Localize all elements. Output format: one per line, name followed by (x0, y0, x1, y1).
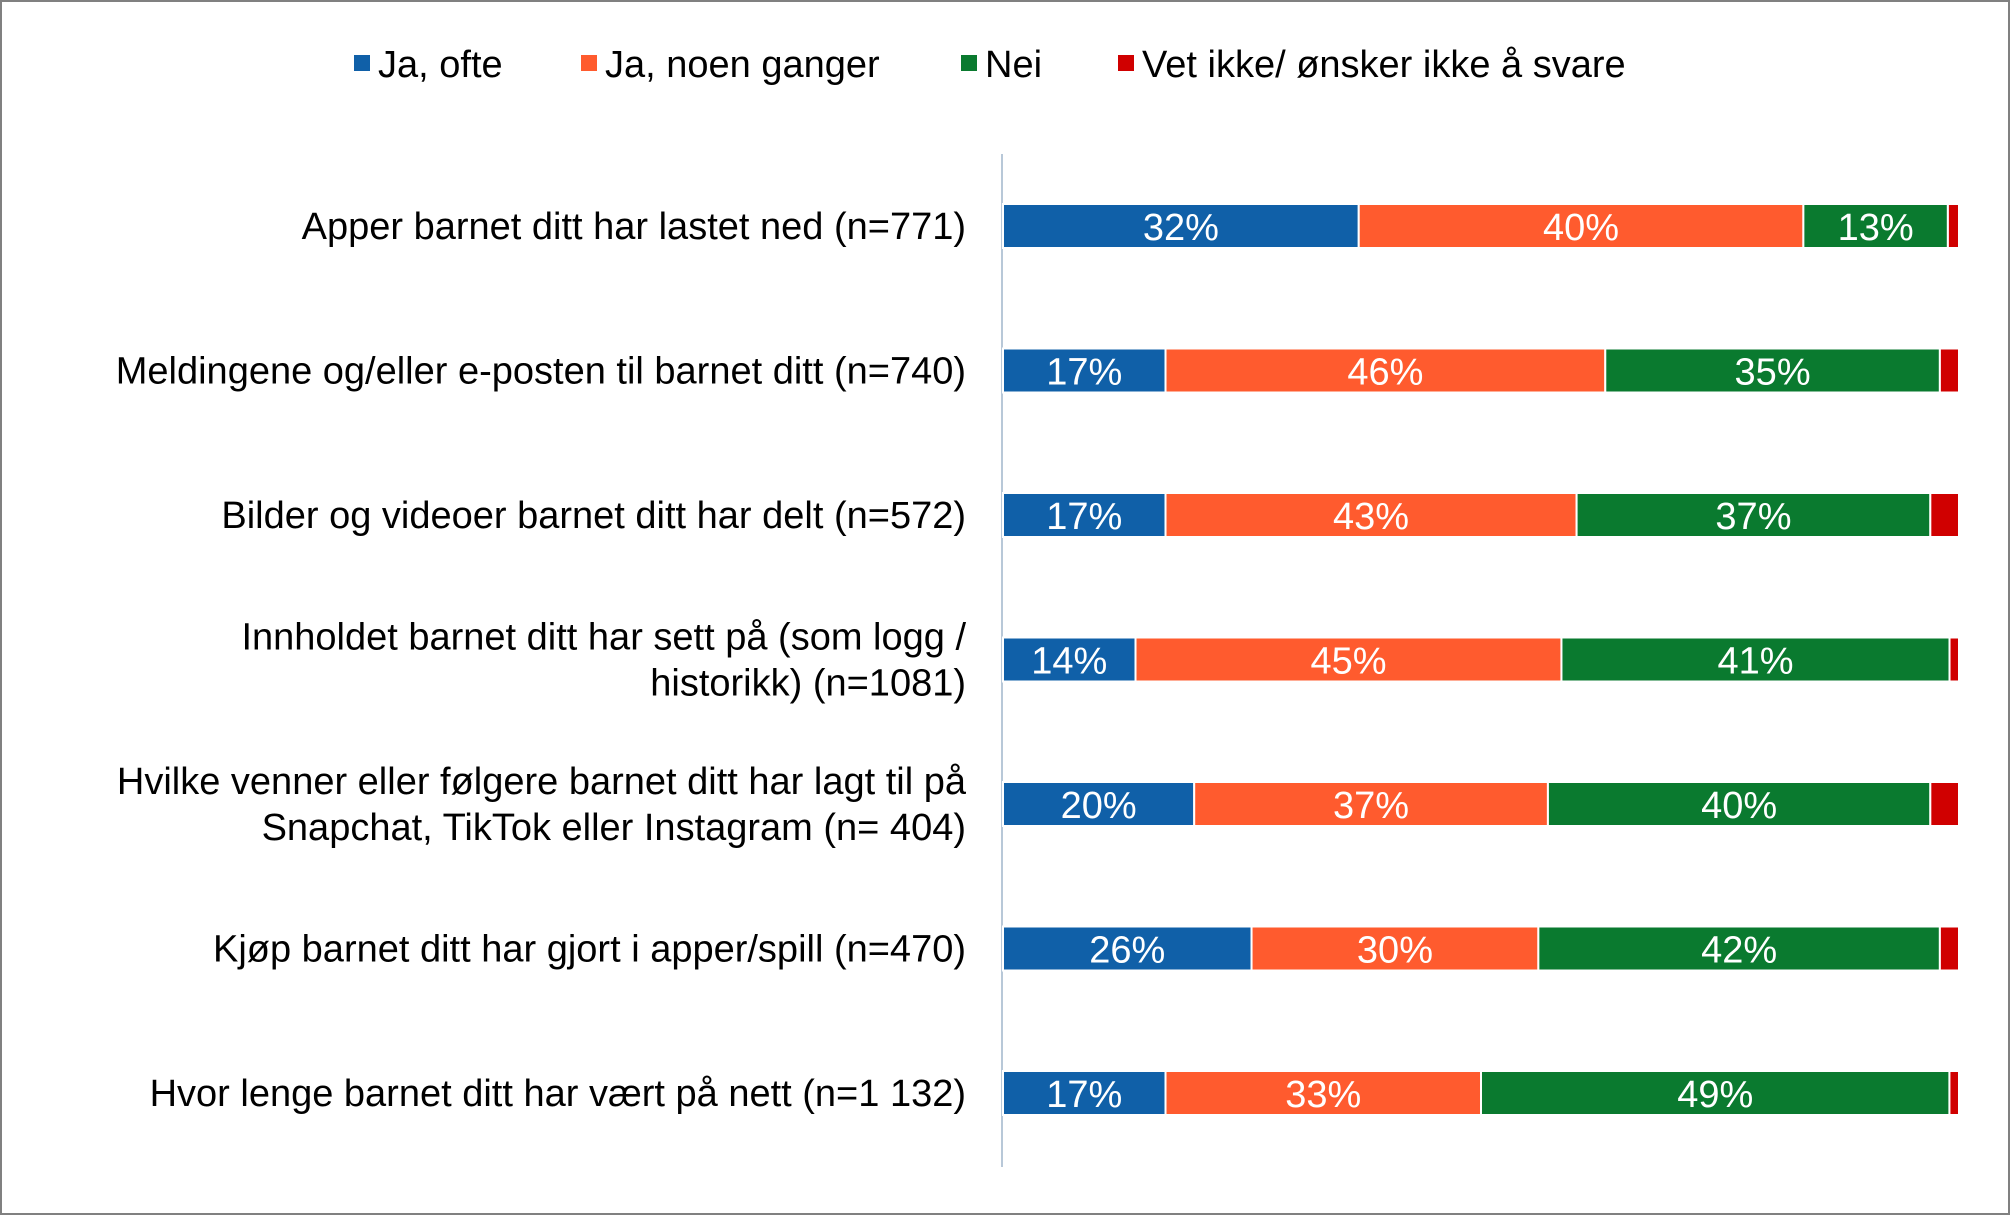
category-label-4-line-0: Hvilke venner eller følgere barnet ditt … (117, 761, 967, 803)
data-label-4-1: 37% (1333, 785, 1409, 827)
data-label-6-1: 33% (1285, 1074, 1361, 1116)
bar-segment-6-2 (1480, 1070, 1951, 1116)
stacked-bar-chart: Ja, ofte Ja, noen ganger Nei Vet ikke/ ønsk… (116, 44, 1961, 1167)
category-label-4-line-1: Snapchat, TikTok eller Instagram (n= 404… (262, 807, 966, 849)
bar-segment-3-0 (1002, 636, 1137, 683)
data-label-6-2: 49% (1677, 1074, 1753, 1116)
category-label-3-line-1: historikk) (n=1081) (650, 663, 966, 705)
data-label-4-0: 20% (1061, 785, 1137, 827)
bar-segment-4-1 (1193, 781, 1549, 827)
bar-segment-3-3 (1948, 636, 1961, 683)
bar-segment-0-1 (1357, 203, 1805, 249)
bar-segment-4-3 (1929, 781, 1960, 827)
category-labels: Apper barnet ditt har lastet ned (n=771)… (116, 206, 967, 1115)
data-label-5-2: 42% (1701, 930, 1777, 972)
bar-segment-5-0 (1002, 925, 1253, 972)
category-label-6-line-0: Hvor lenge barnet ditt har vært på nett … (150, 1073, 966, 1115)
bar-segment-2-3 (1929, 492, 1960, 538)
legend-swatch-1 (581, 55, 597, 71)
bar-segment-1-3 (1938, 347, 1961, 394)
legend-swatch-0 (354, 55, 370, 71)
legend: Ja, ofte Ja, noen ganger Nei Vet ikke/ ønsk… (354, 44, 1626, 86)
bar-segment-6-3 (1948, 1070, 1960, 1116)
category-label-3-line-0: Innholdet barnet ditt har sett på (som l… (241, 617, 966, 659)
data-label-0-2: 13% (1838, 207, 1914, 249)
bar-segment-2-2 (1575, 492, 1932, 538)
data-label-2-0: 17% (1046, 496, 1122, 538)
bar-segment-4-0 (1002, 781, 1196, 827)
data-label-2-2: 37% (1715, 496, 1791, 538)
bar-segment-0-2 (1802, 203, 1949, 249)
data-label-4-2: 40% (1701, 785, 1777, 827)
category-label-2-line-0: Bilder og videoer barnet ditt har delt (… (221, 495, 966, 537)
data-label-3-2: 41% (1717, 641, 1793, 683)
category-label-1-line-0: Meldingene og/eller e-posten til barnet … (116, 351, 966, 393)
bar-segment-5-1 (1250, 925, 1540, 972)
legend-label-0: Ja, ofte (378, 44, 503, 86)
data-label-1-0: 17% (1046, 352, 1122, 394)
bar-segment-5-2 (1537, 925, 1941, 972)
legend-label-2: Nei (985, 44, 1042, 86)
data-label-1-1: 46% (1347, 352, 1423, 394)
data-label-3-0: 14% (1031, 641, 1107, 683)
data-label-6-0: 17% (1046, 1074, 1122, 1116)
category-label-0-line-0: Apper barnet ditt har lastet ned (n=771) (302, 206, 966, 248)
category-label-5-line-0: Kjøp barnet ditt har gjort i apper/spill… (213, 929, 966, 971)
bar-segment-0-3 (1946, 203, 1960, 249)
data-label-3-1: 45% (1310, 641, 1386, 683)
legend-swatch-3 (1118, 55, 1134, 71)
data-label-1-2: 35% (1735, 352, 1811, 394)
bar-segment-6-1 (1164, 1070, 1483, 1116)
bar-segment-3-1 (1134, 636, 1563, 683)
data-label-5-0: 26% (1089, 930, 1165, 972)
legend-swatch-2 (961, 55, 977, 71)
bar-segment-5-3 (1938, 925, 1961, 972)
legend-label-1: Ja, noen ganger (605, 44, 880, 86)
bar-segment-6-0 (1002, 1070, 1167, 1116)
bars: 32% 40% 13% 17% 46% 35% 17% 43% 37% 14% 45% 41% 20% 3… (1002, 203, 1961, 1116)
legend-label-3: Vet ikke/ ønsker ikke å svare (1142, 44, 1626, 86)
data-label-0-0: 32% (1143, 207, 1219, 249)
data-label-0-1: 40% (1543, 207, 1619, 249)
data-label-2-1: 43% (1333, 496, 1409, 538)
data-label-5-1: 30% (1357, 930, 1433, 972)
bar-segment-4-2 (1546, 781, 1932, 827)
